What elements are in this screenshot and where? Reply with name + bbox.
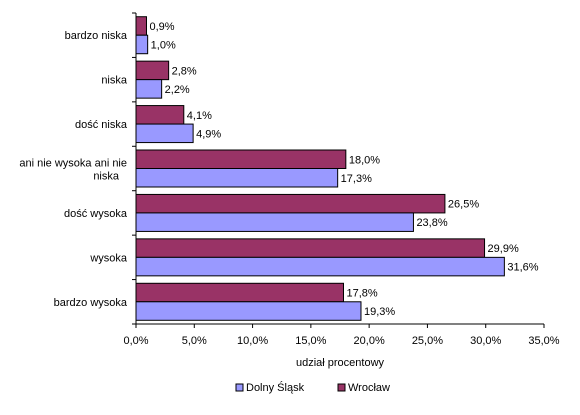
x-tick-label: 30,0% bbox=[470, 335, 501, 347]
data-label: 29,9% bbox=[488, 243, 519, 255]
bars bbox=[135, 16, 505, 321]
legend: Dolny Śląsk Wrocław bbox=[235, 381, 390, 394]
data-label: 4,1% bbox=[187, 110, 212, 122]
bar-dolny-slask-bardzo-wysoka bbox=[135, 301, 362, 321]
data-label: 23,8% bbox=[416, 217, 447, 229]
x-tick-label: 15,0% bbox=[295, 335, 326, 347]
bar-wroclaw-dość-wysoka bbox=[135, 193, 446, 214]
data-label: 26,5% bbox=[448, 199, 479, 211]
bar-dolny-slask-dość-niska bbox=[135, 123, 194, 144]
legend-label: Wrocław bbox=[348, 382, 390, 394]
y-tick-label: bardzo wysoka bbox=[54, 297, 128, 309]
data-label: 2,8% bbox=[172, 65, 197, 77]
bar-dolny-slask-niska bbox=[135, 79, 163, 99]
y-tick-label: niska bbox=[101, 75, 128, 87]
y-axis: bardzo niska niska dość niska ani nie wysok… bbox=[19, 12, 137, 325]
x-tick-label: 20,0% bbox=[354, 335, 385, 347]
legend-label: Dolny Śląsk bbox=[246, 381, 305, 394]
bar-dolny-slask-dość-wysoka bbox=[135, 212, 414, 232]
data-label: 17,8% bbox=[346, 288, 377, 300]
data-label: 1,0% bbox=[151, 39, 176, 51]
y-tick-label: ani nie wysoka ani nie niska bbox=[19, 158, 127, 183]
x-axis-title: udział procentowy bbox=[296, 357, 385, 369]
y-tick-label: bardzo niska bbox=[65, 30, 128, 42]
legend-swatch bbox=[235, 383, 244, 392]
bar-dolny-slask-wysoka bbox=[135, 256, 505, 277]
y-tick-label: wysoka bbox=[89, 252, 128, 264]
bar-wroclaw-bardzo-wysoka bbox=[135, 282, 344, 303]
x-tick-label: 0,0% bbox=[123, 335, 148, 347]
data-label: 18,0% bbox=[349, 154, 380, 166]
bar-labels: 0,9% 2,8% 4,1% 18,0% 26,5% 29,9% 17,8% 1,0% 2,2%… bbox=[149, 21, 538, 318]
x-tick-label: 25,0% bbox=[412, 335, 443, 347]
bar-dolny-slask-bardzo-niska bbox=[135, 34, 149, 55]
x-tick-label: 35,0% bbox=[528, 335, 559, 347]
bar-wroclaw-ani-nie-wysoka-ani-nie-niska bbox=[135, 149, 347, 169]
bar-wroclaw-wysoka bbox=[135, 238, 486, 258]
legend-swatch bbox=[337, 383, 346, 392]
bar-wroclaw-bardzo-niska bbox=[135, 16, 147, 36]
bar-wroclaw-niska bbox=[135, 60, 170, 81]
data-label: 19,3% bbox=[364, 306, 395, 318]
data-label: 17,3% bbox=[341, 173, 372, 185]
data-label: 0,9% bbox=[149, 21, 174, 33]
y-tick-label: dość wysoka bbox=[64, 208, 128, 220]
y-tick-label: dość niska bbox=[75, 119, 128, 131]
data-label: 31,6% bbox=[507, 262, 538, 274]
bar-wroclaw-dość-niska bbox=[135, 105, 185, 125]
data-label: 2,2% bbox=[165, 84, 190, 96]
x-tick-label: 5,0% bbox=[182, 335, 207, 347]
x-axis: 0,0% 5,0% 10,0% 15,0% 20,0% 25,0% 30,0% 35,0% bbox=[123, 323, 560, 347]
bar-dolny-slask-ani-nie-wysoka-ani-nie-niska bbox=[135, 168, 339, 188]
x-tick-label: 10,0% bbox=[237, 335, 268, 347]
data-label: 4,9% bbox=[196, 128, 221, 140]
